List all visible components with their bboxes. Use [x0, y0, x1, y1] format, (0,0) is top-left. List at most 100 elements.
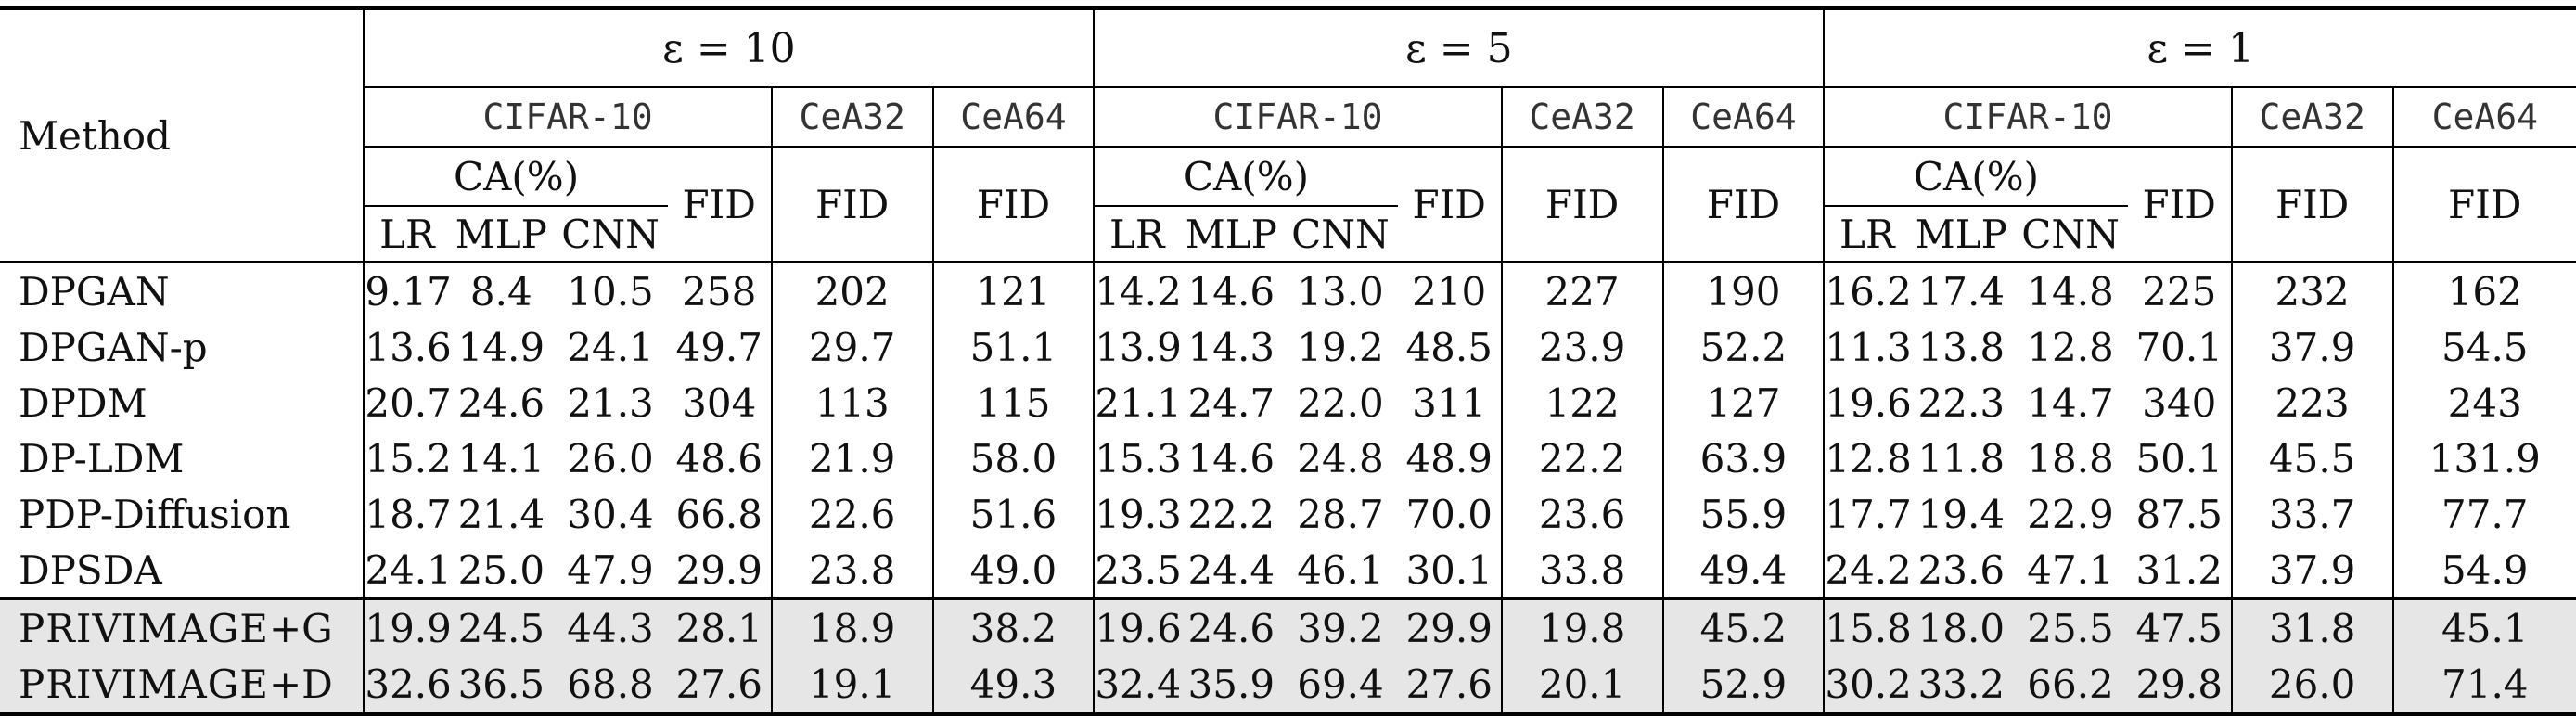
table-cell: 14.3: [1187, 324, 1275, 370]
classifier-header: LR: [1823, 206, 1910, 263]
table-cell: 29.7: [770, 319, 933, 375]
dataset-header: CeA32: [770, 87, 933, 148]
fid-header: FID: [1661, 147, 1825, 263]
method-name: DP-LDM: [0, 430, 364, 486]
table-cell: 14.9: [457, 324, 545, 370]
eps-group-header: ε = 5: [1093, 7, 1825, 88]
table-cell: 23.9: [1500, 319, 1663, 375]
table-cell: 37.9: [2230, 542, 2393, 599]
table-cell: 87.5: [2135, 491, 2223, 537]
table-cell: 29.8: [2127, 656, 2232, 714]
table-cell: 9.17: [363, 262, 450, 319]
method-name-main: DPDM: [19, 379, 147, 426]
method-name-main: DP-LDM: [19, 435, 185, 481]
method-name-main: DPGAN-p: [19, 324, 208, 370]
table-cell: 12.8: [1823, 430, 1910, 486]
table-cell: 14.6: [1187, 435, 1275, 481]
table-cell: 24.7: [1187, 379, 1275, 426]
table-cell: 21.3: [567, 379, 654, 426]
table-cell: 340: [2142, 379, 2217, 426]
table-cell: 258: [682, 268, 757, 315]
table-cell: 17.7: [1823, 486, 1910, 542]
method-name: DPGAN: [0, 263, 364, 320]
table-cell: 18.0: [1909, 598, 2014, 656]
table-cell: 52.9: [1661, 656, 1825, 714]
table-cell: 21.9: [770, 430, 933, 486]
table-cell: 115: [931, 375, 1095, 430]
fid-header: FID: [682, 181, 756, 227]
table-cell: 15.2: [363, 430, 450, 486]
table-cell: 51.1: [931, 319, 1095, 375]
table-row: PRIVIMAGE+D 32.6 36.5 68.8 27.6 19.1 49.3 32.4 3…: [0, 656, 2576, 714]
table-cell: 19.6: [1823, 375, 1910, 430]
table-cell: 22.2: [1500, 430, 1663, 486]
table-cell: 48.9: [1405, 435, 1493, 481]
table-cell: 21.1: [1093, 375, 1180, 430]
table-cell: 11.8: [1917, 435, 2006, 481]
classifier-header: LR: [363, 206, 450, 263]
table-cell: 47.5: [2127, 598, 2232, 656]
table-row: DPGAN-p 13.6 14.9 24.1 49.7 29.7 51.1 13.9 14.3 1…: [0, 319, 2576, 375]
table-cell: 24.6: [457, 379, 545, 426]
fid-header: FID: [931, 147, 1095, 263]
table-cell: 24.6: [1179, 598, 1284, 656]
table-cell: 122: [1500, 375, 1663, 430]
table-cell: 210: [1412, 268, 1487, 315]
table-cell: 37.9: [2230, 319, 2393, 375]
table-cell: 19.3: [1093, 486, 1180, 542]
table-cell: 33.2: [1909, 656, 2014, 714]
table-cell: 23.5: [1093, 542, 1180, 599]
table-cell: 46.1: [1297, 546, 1384, 593]
table-cell: 12.8: [2027, 324, 2114, 370]
dataset-header: CIFAR-10: [363, 87, 772, 148]
dataset-header: CeA64: [1661, 87, 1825, 148]
table-cell: 20.7: [363, 375, 450, 430]
table-cell: 47.1: [2027, 546, 2114, 593]
table-header: Method ε = 10 ε = 5 ε = 1 CIFAR-10 CeA32…: [0, 7, 2576, 263]
table-cell: 131.9: [2391, 430, 2576, 486]
table-cell: 11.3: [1823, 319, 1910, 375]
table-cell: 113: [770, 375, 933, 430]
classifier-header: CNN: [561, 211, 660, 257]
table-cell: 14.1: [457, 435, 545, 481]
table-cell: 15.3: [1093, 430, 1180, 486]
table-cell: 27.6: [1397, 656, 1502, 714]
method-name: DPSDA: [0, 542, 364, 599]
classifier-header: CNN: [1291, 211, 1390, 257]
table-cell: 24.1: [567, 324, 654, 370]
table-cell: 35.9: [1179, 656, 1284, 714]
table-cell: 23.6: [1500, 486, 1663, 542]
table-cell: 49.0: [931, 542, 1095, 599]
classifier-header: MLP: [1915, 211, 2007, 257]
table-cell: 31.2: [2135, 546, 2223, 593]
table-cell: 25.0: [457, 546, 545, 593]
table-cell: 29.9: [1397, 598, 1502, 656]
method-name: DPGAN-p: [0, 319, 364, 375]
table-cell: 70.0: [1405, 491, 1493, 537]
table-cell: 162: [2391, 262, 2576, 319]
method-name-main: DPGAN: [19, 268, 170, 315]
dataset-header: CeA32: [1500, 87, 1663, 148]
dataset-header: CeA32: [2230, 87, 2393, 148]
method-name: PRIVIMAGE+G: [0, 598, 365, 656]
table-cell: 49.3: [931, 656, 1095, 714]
table-cell: 13.9: [1093, 319, 1180, 375]
table-cell: 71.4: [2391, 656, 2576, 714]
eps-group-header: ε = 1: [1823, 7, 2576, 88]
ca-header: CA(%): [1823, 147, 2128, 207]
table-cell: 19.2: [1297, 324, 1384, 370]
table-cell: 18.8: [2027, 435, 2114, 481]
table-cell: 66.2: [2013, 656, 2128, 714]
table-cell: 22.9: [2027, 491, 2114, 537]
table-cell: 30.4: [567, 491, 654, 537]
table-cell: 22.3: [1917, 379, 2006, 426]
table-cell: 63.9: [1661, 430, 1825, 486]
method-header: Method: [19, 112, 171, 159]
table-cell: 24.2: [1823, 542, 1910, 599]
method-name-main: PDP-Diffusion: [19, 491, 291, 537]
method-name-main: DPSDA: [19, 546, 162, 593]
table-cell: 47.9: [567, 546, 654, 593]
table-cell: 49.4: [1661, 542, 1825, 599]
table-row: PRIVIMAGE+G 19.9 24.5 44.3 28.1 18.9 38.2 19.6 2…: [0, 598, 2576, 656]
